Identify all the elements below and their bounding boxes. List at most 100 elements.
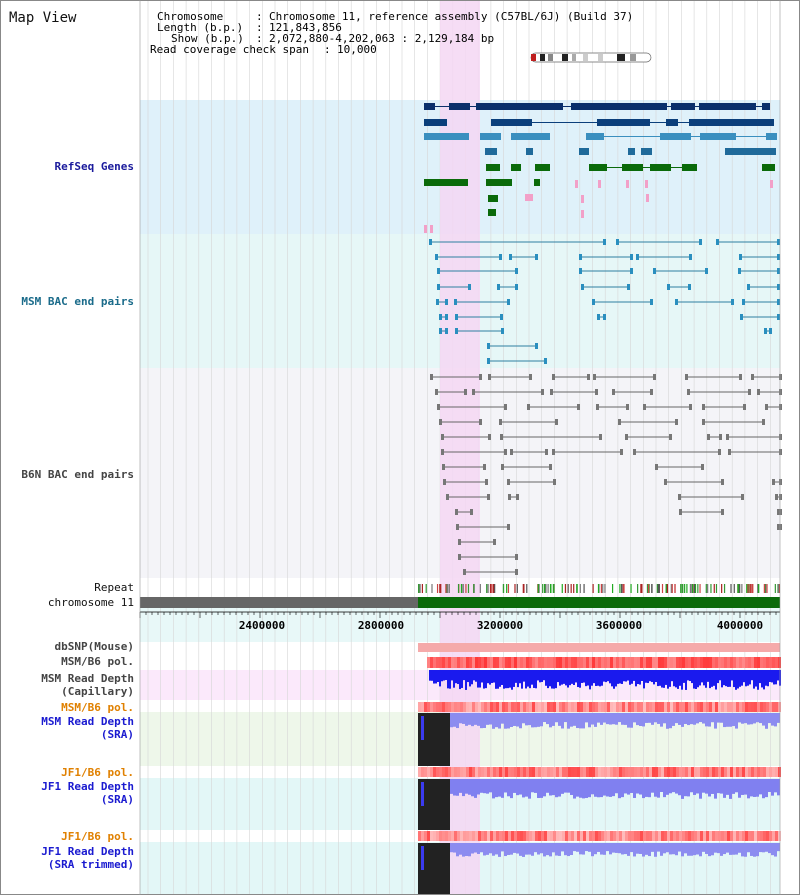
jf1-depth-bar xyxy=(474,779,477,798)
pol-heat-cell xyxy=(664,702,667,712)
bac-end xyxy=(545,449,548,455)
sra-depth-bar xyxy=(618,713,621,723)
pol-heat-cell xyxy=(457,657,460,668)
pol-heat-cell xyxy=(763,657,766,668)
refseq-exon xyxy=(762,103,770,110)
track-label-msm-b6-pol[interactable]: MSM/B6 pol. xyxy=(61,655,134,668)
pol-heat-cell xyxy=(553,767,556,777)
repeat-mark xyxy=(570,584,572,593)
capillary-depth-bar xyxy=(757,670,759,690)
pol-heat-cell xyxy=(460,767,463,777)
jf1-depth-bar xyxy=(732,779,735,794)
repeat-mark xyxy=(689,584,692,593)
pol-heat-cell xyxy=(772,767,775,777)
track-label-b6n-bac[interactable]: B6N BAC end pairs xyxy=(21,468,134,481)
pol-heat-cell xyxy=(547,657,550,668)
jf1-trim-depth-bar xyxy=(681,843,684,857)
pol-heat-cell xyxy=(607,702,610,712)
repeat-mark xyxy=(752,584,754,593)
pol-heat-cell xyxy=(583,702,586,712)
pol-heat-cell xyxy=(685,767,688,777)
track-label-refseq[interactable]: RefSeq Genes xyxy=(54,160,134,173)
capillary-depth-bar xyxy=(445,670,447,681)
track-label-repeat[interactable]: Repeat xyxy=(94,581,134,594)
chromosome-ideogram[interactable] xyxy=(530,52,652,63)
track-label-jf1-depth-sra[interactable]: JF1 Read Depth xyxy=(41,780,134,793)
pol-heat-cell xyxy=(601,767,604,777)
jf1-trim-depth-bar xyxy=(612,843,615,853)
pol-heat-cell xyxy=(661,657,664,668)
pol-heat-cell xyxy=(763,831,766,841)
pol-heat-cell xyxy=(757,702,760,712)
capillary-depth-bar xyxy=(671,670,673,682)
jf1-depth-bar xyxy=(612,779,615,797)
sra-depth-bar xyxy=(525,713,528,726)
pol-heat-cell xyxy=(442,831,445,841)
bac-end xyxy=(499,419,502,425)
pol-heat-cell xyxy=(529,702,532,712)
pol-heat-cell xyxy=(619,831,622,841)
capillary-depth-bar xyxy=(747,670,749,686)
jf1-trim-depth-bar xyxy=(711,843,714,856)
chromosome-bar-sequenced[interactable] xyxy=(418,597,780,608)
pol-heat-cell xyxy=(493,831,496,841)
repeat-mark xyxy=(730,584,732,593)
bac-end xyxy=(731,299,734,305)
bac-end xyxy=(436,299,439,305)
track-label-jf1-b6-pol[interactable]: JF1/B6 pol. xyxy=(61,766,134,779)
pol-heat-cell xyxy=(508,767,511,777)
pol-heat-cell xyxy=(586,767,589,777)
bac-end xyxy=(488,374,491,380)
track-label-jf1-b6-pol[interactable]: JF1/B6 pol. xyxy=(61,830,134,843)
track-label-msm-depth-capillary[interactable]: MSM Read Depth xyxy=(41,672,134,685)
capillary-depth-bar xyxy=(689,670,691,682)
bac-end xyxy=(777,524,780,530)
pol-heat-cell xyxy=(736,702,739,712)
bac-end xyxy=(689,404,692,410)
pol-heat-cell xyxy=(601,831,604,841)
pol-heat-cell xyxy=(610,702,613,712)
jf1-trim-depth-bar xyxy=(642,843,645,857)
pol-heat-cell xyxy=(493,657,496,668)
jf1-trim-depth-bar xyxy=(669,843,672,855)
bac-end xyxy=(718,449,721,455)
ruler-tick-label: 4000000 xyxy=(717,619,763,632)
pol-heat-cell xyxy=(439,831,442,841)
pol-heat-cell xyxy=(685,831,688,841)
track-features[interactable] xyxy=(418,103,782,894)
sra-depth-bar xyxy=(474,713,477,725)
track-label-msm-b6-pol[interactable]: MSM/B6 pol. xyxy=(61,701,134,714)
track-label-msm-depth-sra[interactable]: MSM Read Depth xyxy=(41,715,134,728)
pol-heat-cell xyxy=(634,657,637,668)
jf1-trim-depth-bar xyxy=(750,843,753,856)
sra-depth-bar xyxy=(507,713,510,729)
pol-heat-cell xyxy=(673,702,676,712)
capillary-depth-bar xyxy=(449,670,451,689)
pol-heat-cell xyxy=(721,657,724,668)
jf1-trim-depth-bar xyxy=(768,843,771,854)
jf1-trim-depth-bar xyxy=(570,843,573,856)
pol-heat-cell xyxy=(757,657,760,668)
track-label-jf1-depth-trimmed[interactable]: JF1 Read Depth xyxy=(41,845,134,858)
track-label-dbsnp[interactable]: dbSNP(Mouse) xyxy=(54,640,134,653)
pol-heat-cell xyxy=(559,767,562,777)
sra-depth-bar xyxy=(450,713,453,728)
depth-mark xyxy=(421,846,424,870)
bac-end xyxy=(702,404,705,410)
jf1-trim-depth-bar xyxy=(456,843,459,857)
sra-depth-bar xyxy=(765,713,768,729)
track-label-msm-bac[interactable]: MSM BAC end pairs xyxy=(21,295,134,308)
pol-heat-cell xyxy=(499,767,502,777)
jf1-depth-bar xyxy=(546,779,549,793)
capillary-depth-bar xyxy=(763,670,765,690)
repeat-mark xyxy=(671,584,673,593)
capillary-depth-bar xyxy=(677,670,679,689)
repeat-mark xyxy=(681,584,684,593)
jf1-depth-bar xyxy=(744,779,747,795)
bac-end xyxy=(527,404,530,410)
repeat-mark xyxy=(447,584,449,593)
pol-heat-cell xyxy=(526,767,529,777)
capillary-depth-bar xyxy=(529,670,531,689)
capillary-depth-bar xyxy=(455,670,457,684)
